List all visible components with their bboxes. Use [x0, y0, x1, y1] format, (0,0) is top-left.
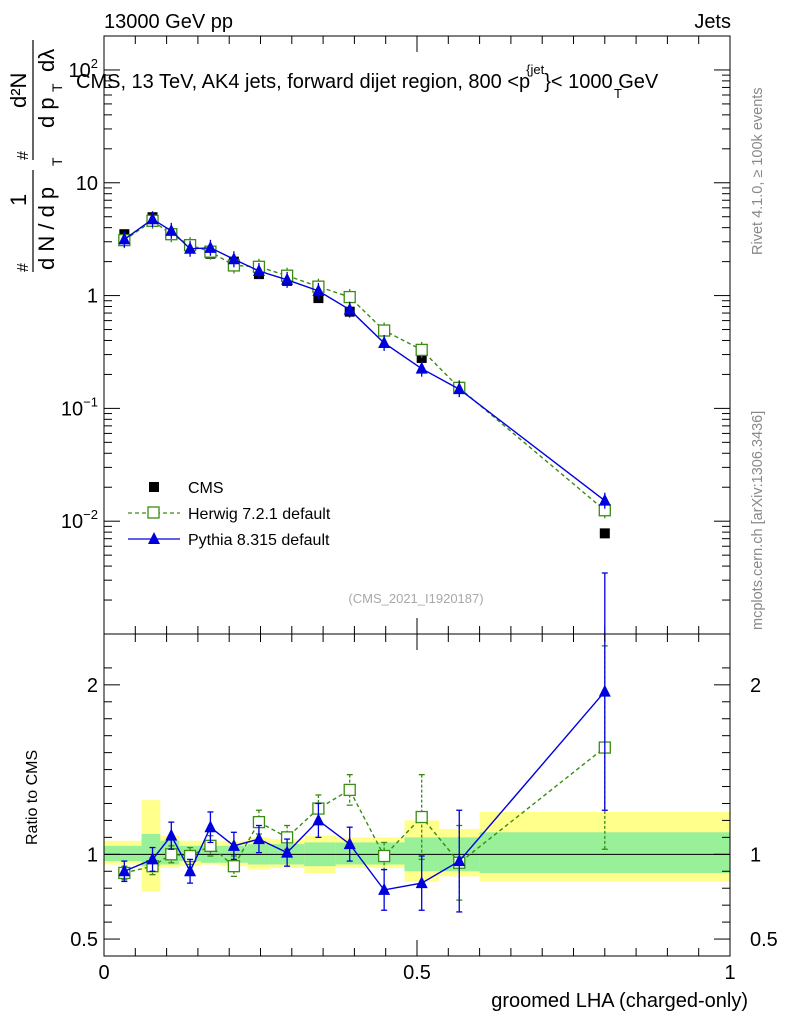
legend: CMS Herwig 7.2.1 default Pythia 8.315 de… — [128, 480, 331, 549]
legend-marker-cms — [149, 482, 159, 492]
pythia-ratio-point — [453, 854, 466, 867]
main-y-axis-label: # 1 d N / d p T # d²N d p T dλ — [6, 40, 65, 272]
pythia-point — [312, 283, 325, 296]
analysis-watermark: (CMS_2021_I1920187) — [348, 591, 483, 606]
main-axes: 102 10 1 10−1 10−2 — [61, 35, 731, 635]
ylabel-one: 1 — [6, 194, 31, 206]
pythia-point — [453, 382, 466, 395]
pythia-point — [146, 212, 159, 225]
ratio-stat-uncertainty-band — [104, 845, 142, 862]
herwig-ratio-point — [343, 783, 356, 797]
pythia-ratio-point — [281, 845, 294, 858]
x-axis-label: groomed LHA (charged-only) — [491, 990, 748, 1012]
ylabel-denominator-2: d p — [34, 97, 59, 128]
pythia-point — [343, 302, 356, 315]
cms-data-point — [416, 352, 427, 363]
header-left-label: 13000 GeV pp — [104, 11, 233, 33]
ratio-stat-uncertainty-band — [479, 832, 730, 873]
ylabel-hash-2: # — [15, 151, 32, 160]
pythia-ratio-point — [184, 864, 197, 877]
pythia-ratio-point — [312, 813, 325, 826]
ratio-y-axis-label: Ratio to CMS — [24, 750, 41, 845]
herwig-point — [343, 290, 356, 304]
pythia-ratio-point — [165, 828, 178, 841]
ratio-plot-area — [104, 572, 730, 913]
ratio-y-tick-label-right: 2 — [750, 675, 761, 697]
x-tick-label: 0 — [98, 962, 109, 984]
main-y-tick-label: 10−2 — [61, 507, 98, 533]
ratio-frame — [103, 633, 731, 957]
pythia-ratio-point — [252, 832, 265, 845]
ratio-y-tick-label: 2 — [87, 675, 98, 697]
pythia-ratio-point — [118, 864, 131, 877]
title-sub-t: T — [614, 86, 622, 101]
legend-label-herwig: Herwig 7.2.1 default — [188, 506, 331, 523]
title-post: }< 1000 GeV — [544, 71, 659, 93]
title-p: p — [519, 71, 530, 93]
ylabel-dlambda: dλ — [34, 49, 59, 72]
x-tick-label: 1 — [724, 962, 735, 984]
ratio-y-tick-label: 1 — [87, 844, 98, 866]
main-y-tick-label: 10−1 — [61, 394, 98, 420]
pythia-ratio-point — [415, 876, 428, 889]
pythia-point — [227, 252, 240, 265]
title-pre: CMS, 13 TeV, AK4 jets, forward dijet reg… — [76, 71, 519, 93]
pythia-ratio-point — [146, 852, 159, 865]
x-tick-label: 0.5 — [403, 962, 431, 984]
pythia-point — [415, 361, 428, 374]
ratio-y-tick-label-right: 1 — [750, 844, 761, 866]
herwig-line — [123, 219, 606, 511]
pythia-point — [165, 223, 178, 236]
pythia-ratio-point — [343, 837, 356, 850]
main-y-tick-label: 102 — [69, 56, 98, 82]
ratio-stat-uncertainty-band — [141, 833, 161, 867]
pythia-point — [204, 240, 217, 253]
ratio-y-tick-label-right: 0.5 — [750, 929, 778, 951]
pythia-point — [252, 264, 265, 277]
rivet-version-label: Rivet 4.1.0, ≥ 100k events — [750, 87, 766, 255]
main-title: CMS, 13 TeV, AK4 jets, forward dijet reg… — [76, 62, 659, 93]
herwig-ratio-point — [415, 810, 428, 824]
herwig-ratio-point — [377, 849, 391, 863]
herwig-ratio-line — [124, 746, 606, 874]
pythia-point — [118, 232, 131, 245]
herwig-ratio-point — [165, 848, 178, 861]
pythia-ratio-point — [378, 882, 391, 895]
legend-marker-pythia — [148, 532, 160, 544]
herwig-point — [415, 343, 428, 357]
mcplots-label: mcplots.cern.ch [arXiv:1306.3436] — [750, 411, 766, 630]
ylabel-sub-t-1: T — [49, 157, 65, 166]
ratio-axes: 2 21 10.5 0.50 0.5 1 — [70, 634, 778, 984]
ratio-stat-uncertainty-band — [335, 842, 367, 865]
main-y-tick-label: 1 — [87, 286, 98, 308]
main-y-tick-label: 10 — [76, 173, 98, 195]
ratio-y-tick-label: 0.5 — [70, 929, 98, 951]
pythia-point — [378, 335, 391, 348]
ylabel-numerator-2: d²N — [6, 73, 31, 108]
pythia-point — [598, 493, 611, 506]
ylabel-sub-t-2: T — [49, 83, 65, 92]
pythia-ratio-line — [124, 691, 606, 891]
cms-data-point — [599, 528, 610, 539]
ylabel-denominator-1: d N / d p — [34, 187, 59, 270]
pythia-line — [123, 218, 606, 502]
title-sup: {jet — [526, 62, 544, 77]
legend-marker-herwig — [147, 506, 160, 519]
header-right-label: Jets — [694, 11, 731, 33]
herwig-ratio-point — [227, 860, 241, 873]
pythia-point — [184, 241, 197, 254]
pythia-ratio-point — [598, 684, 611, 697]
pythia-ratio-point — [227, 838, 240, 851]
pythia-point — [281, 272, 294, 285]
legend-label-pythia: Pythia 8.315 default — [188, 532, 330, 549]
ylabel-hash-1: # — [15, 263, 32, 272]
legend-label-cms: CMS — [188, 480, 224, 497]
pythia-ratio-point — [204, 820, 217, 833]
herwig-point — [377, 324, 391, 337]
main-plot-area — [118, 211, 611, 539]
